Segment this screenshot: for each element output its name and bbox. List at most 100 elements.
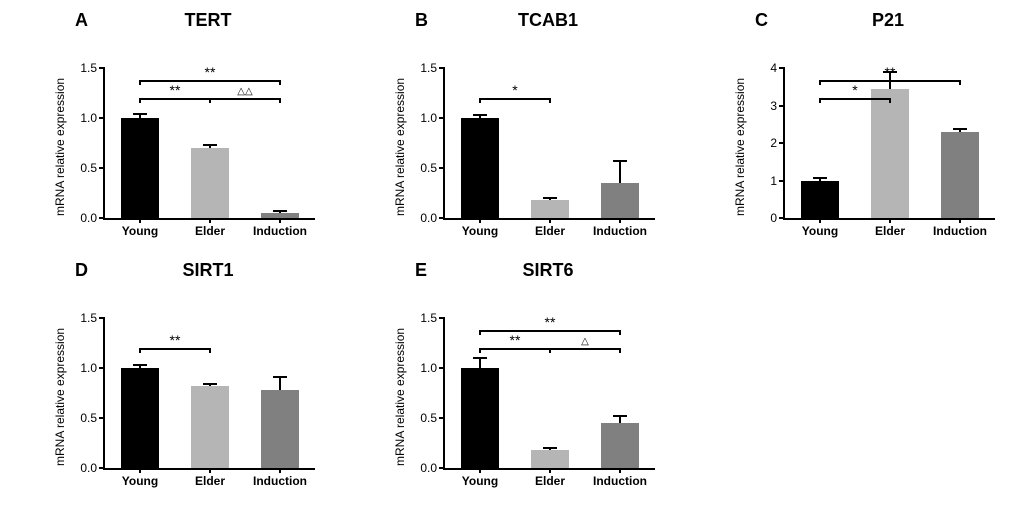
sig-label: **	[205, 65, 216, 79]
y-axis-title: mRNA relative expression	[53, 78, 67, 216]
sig-bracket	[480, 98, 550, 100]
bar	[461, 368, 500, 468]
x-category-label: Induction	[593, 224, 647, 238]
x-tick	[959, 218, 961, 223]
bar	[601, 423, 640, 468]
sig-label: **	[170, 83, 181, 97]
x-category-label: Induction	[933, 224, 987, 238]
error-cap	[133, 113, 147, 115]
y-tick-label: 0.0	[420, 211, 437, 225]
sig-label: **	[170, 333, 181, 347]
bar	[121, 368, 160, 468]
y-tick-label: 3	[770, 99, 777, 113]
bar-fill	[601, 183, 640, 218]
sig-bracket-drop	[549, 98, 551, 103]
x-category-label: Elder	[195, 224, 225, 238]
y-tick	[99, 117, 105, 119]
panel-A: ATERT0.00.51.01.5YoungElderInduction**△△…	[35, 8, 335, 248]
bar-fill	[871, 89, 910, 218]
y-tick	[439, 467, 445, 469]
bar-fill	[191, 386, 230, 468]
x-tick	[209, 468, 211, 473]
error-cap	[813, 177, 827, 179]
sig-bracket	[820, 80, 960, 82]
panel-title: SIRT1	[103, 260, 313, 281]
bar-fill	[531, 450, 570, 468]
error-bar	[619, 416, 621, 423]
y-tick	[99, 67, 105, 69]
x-category-label: Induction	[253, 224, 307, 238]
sig-bracket	[480, 348, 550, 350]
plot-area: 0.00.51.01.5YoungElderInduction*	[443, 68, 655, 220]
sig-bracket-drop	[139, 80, 141, 85]
bar	[191, 386, 230, 468]
y-tick	[439, 117, 445, 119]
x-category-label: Elder	[535, 474, 565, 488]
error-bar	[279, 377, 281, 390]
y-tick-label: 1.0	[80, 111, 97, 125]
bar-fill	[461, 118, 500, 218]
y-tick	[439, 167, 445, 169]
y-axis-title: mRNA relative expression	[733, 78, 747, 216]
sig-bracket-drop	[549, 348, 551, 353]
error-cap	[203, 144, 217, 146]
y-tick	[439, 317, 445, 319]
y-tick-label: 0.5	[420, 161, 437, 175]
y-tick-label: 0.5	[420, 411, 437, 425]
bar-fill	[191, 148, 230, 218]
bar-fill	[601, 423, 640, 468]
panel-B: BTCAB10.00.51.01.5YoungElderInduction*mR…	[375, 8, 675, 248]
x-category-label: Induction	[593, 474, 647, 488]
bar-fill	[461, 368, 500, 468]
x-tick	[139, 468, 141, 473]
error-bar	[479, 358, 481, 368]
bar-fill	[801, 181, 840, 219]
x-tick	[209, 218, 211, 223]
sig-bracket-drop	[279, 80, 281, 85]
x-tick	[549, 468, 551, 473]
sig-bracket-drop	[139, 98, 141, 103]
error-bar	[619, 161, 621, 183]
x-category-label: Elder	[875, 224, 905, 238]
y-tick	[439, 367, 445, 369]
bar	[121, 118, 160, 218]
sig-bracket-drop	[209, 98, 211, 103]
x-category-label: Young	[462, 474, 498, 488]
panel-label: C	[755, 10, 768, 31]
error-cap	[133, 364, 147, 366]
bar	[531, 200, 570, 218]
sig-bracket	[820, 98, 890, 100]
bar	[871, 89, 910, 218]
sig-bracket-drop	[479, 348, 481, 353]
sig-bracket-drop	[889, 98, 891, 103]
bar	[801, 181, 840, 219]
y-tick	[779, 180, 785, 182]
x-tick	[279, 218, 281, 223]
x-tick	[889, 218, 891, 223]
panel-label: D	[75, 260, 88, 281]
error-cap	[543, 197, 557, 199]
x-category-label: Induction	[253, 474, 307, 488]
panel-label: A	[75, 10, 88, 31]
sig-label: △	[581, 337, 589, 347]
x-tick	[139, 218, 141, 223]
figure-root: ATERT0.00.51.01.5YoungElderInduction**△△…	[0, 0, 1020, 506]
error-cap	[953, 128, 967, 130]
x-category-label: Young	[122, 224, 158, 238]
bar	[941, 132, 980, 218]
y-tick	[439, 417, 445, 419]
y-tick	[99, 417, 105, 419]
sig-bracket	[140, 80, 280, 82]
y-tick-label: 0.0	[80, 211, 97, 225]
y-tick-label: 0.5	[80, 411, 97, 425]
sig-label: *	[852, 83, 857, 97]
sig-bracket	[140, 348, 210, 350]
y-tick	[779, 142, 785, 144]
y-tick	[439, 67, 445, 69]
y-tick	[779, 67, 785, 69]
x-category-label: Young	[802, 224, 838, 238]
y-tick-label: 1.5	[420, 311, 437, 325]
x-tick	[619, 468, 621, 473]
panel-label: B	[415, 10, 428, 31]
y-tick-label: 1.5	[80, 311, 97, 325]
